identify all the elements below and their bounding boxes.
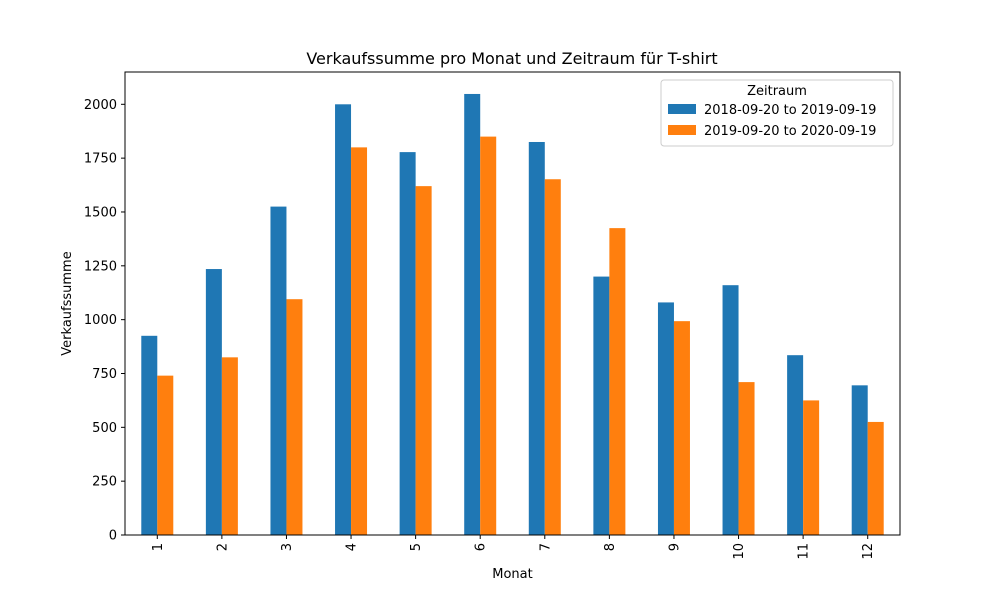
bar-series1-month-4 [335, 104, 352, 536]
bar-series1-month-9 [657, 302, 674, 535]
x-tick-label: 6 [474, 543, 489, 551]
y-tick-label: 1250 [84, 259, 117, 274]
bar-series2-month-11 [803, 400, 820, 535]
x-tick-label: 1 [151, 543, 166, 551]
bar-series1-month-6 [464, 93, 481, 536]
bar-series2-month-10 [738, 382, 755, 535]
bar-series2-month-3 [286, 299, 303, 535]
y-tick-label: 750 [92, 367, 117, 382]
y-tick-label: 1750 [84, 152, 117, 167]
bar-series1-month-7 [528, 141, 545, 535]
legend-label-series1: 2018-09-20 to 2019-09-19 [704, 103, 876, 118]
x-tick-label: 3 [280, 543, 295, 551]
bar-series1-month-11 [787, 355, 804, 535]
legend-label-series2: 2019-09-20 to 2020-09-19 [704, 124, 876, 139]
plot-frame [124, 71, 901, 536]
legend-swatch-series1 [668, 104, 696, 114]
legend: Zeitraum 2018-09-20 to 2019-09-19 2019-09-… [660, 79, 894, 147]
x-tick-label: 7 [538, 543, 553, 551]
x-tick-label: 5 [409, 543, 424, 551]
y-tick-label: 1500 [84, 205, 117, 220]
bar-series1-month-1 [141, 335, 158, 535]
x-tick-label: 4 [345, 543, 360, 551]
y-tick-label: 1000 [84, 313, 117, 328]
bars-group [141, 93, 884, 536]
x-axis: 1 2 3 4 5 6 7 8 9 10 11 12 [151, 535, 876, 560]
x-axis-label: Monat [492, 567, 532, 582]
y-axis: 0 250 500 750 1000 1250 1500 1750 2000 [84, 98, 125, 544]
x-tick-label: 8 [603, 543, 618, 551]
x-tick-label: 2 [215, 543, 230, 551]
x-tick-label: 11 [797, 543, 812, 560]
x-tick-label: 12 [861, 543, 876, 560]
y-tick-label: 2000 [84, 98, 117, 113]
legend-box [660, 79, 894, 147]
legend-swatch-series2 [668, 125, 696, 135]
bar-series2-month-6 [480, 136, 497, 535]
bar-series1-month-8 [593, 276, 610, 535]
y-tick-label: 250 [92, 475, 117, 490]
y-tick-label: 500 [92, 421, 117, 436]
bar-series2-month-12 [867, 421, 884, 535]
bar-series1-month-3 [270, 206, 287, 535]
y-axis-label: Verkaufssumme [60, 251, 75, 355]
x-tick-label: 9 [667, 543, 682, 551]
bar-series1-month-2 [205, 269, 222, 535]
chart-title: Verkaufssumme pro Monat und Zeitraum für… [306, 49, 717, 68]
bar-series2-month-2 [221, 357, 238, 535]
bar-series2-month-9 [673, 321, 690, 535]
bar-series1-month-10 [722, 285, 739, 535]
bar-series1-month-12 [851, 385, 868, 535]
bar-series2-month-1 [157, 375, 174, 535]
legend-title: Zeitraum [747, 84, 807, 99]
bar-series2-month-4 [351, 147, 368, 536]
y-tick-label: 0 [109, 529, 117, 544]
bar-series1-month-5 [399, 152, 416, 535]
bar-series2-month-8 [609, 228, 626, 535]
bar-series2-month-7 [544, 179, 561, 535]
x-tick-label: 10 [732, 543, 747, 560]
bar-series2-month-5 [415, 186, 432, 535]
